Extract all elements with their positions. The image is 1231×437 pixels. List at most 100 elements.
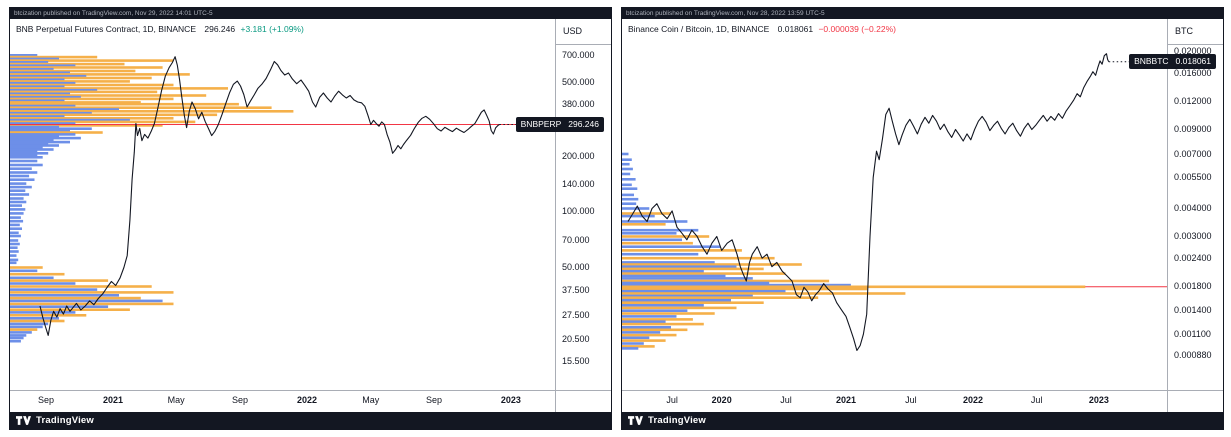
time-axis[interactable]: Sep 2021 May Sep 2022 May Sep 2023 <box>10 390 611 412</box>
chart-main: Binance Coin / Bitcoin, 1D, BINANCE 0.01… <box>622 19 1223 412</box>
chart-plot-area[interactable]: BNB Perpetual Futures Contract, 1D, BINA… <box>10 19 555 390</box>
volume-profile-bar <box>10 154 38 157</box>
price-chart-svg[interactable] <box>622 19 1167 390</box>
volume-profile-bar <box>10 131 103 134</box>
price-tag-symbol: BNBPERP <box>520 119 562 129</box>
volume-profile-bar <box>10 78 65 81</box>
volume-profile-bar <box>10 62 125 66</box>
volume-profile-bar <box>10 269 38 273</box>
volume-profile-bar <box>10 150 38 153</box>
price-chart-svg[interactable] <box>10 19 555 390</box>
volume-profile-bar <box>622 249 742 252</box>
legend-title[interactable]: BNB Perpetual Futures Contract, 1D, BINA… <box>16 24 196 34</box>
legend-title[interactable]: Binance Coin / Bitcoin, 1D, BINANCE <box>628 24 770 34</box>
price-axis-label: 0.016000 <box>1174 68 1212 78</box>
price-tag-price: 0.018061 <box>1175 56 1211 67</box>
volume-profile-bar <box>10 55 98 59</box>
axis-currency-label: USD <box>556 19 611 45</box>
price-tag-symbol: BNBBTC <box>1134 56 1169 67</box>
volume-profile-bar <box>10 140 70 144</box>
publish-bar: btcization published on TradingView.com,… <box>10 8 611 19</box>
volume-profile-bar <box>622 289 786 293</box>
volume-profile-bar <box>10 120 196 124</box>
volume-profile-bar <box>622 281 770 285</box>
volume-profile-bar <box>622 187 638 190</box>
price-axis-label: 0.003000 <box>1174 231 1212 241</box>
volume-profile-bar <box>622 202 637 205</box>
volume-profile-bar <box>10 279 109 282</box>
volume-profile-bar <box>622 235 710 238</box>
volume-profile-bar <box>10 182 27 185</box>
volume-profile-bar <box>10 144 59 147</box>
volume-profile-bar <box>10 200 27 204</box>
time-axis-label: Sep <box>37 395 55 405</box>
price-axis[interactable]: BTC 0.020000 0.016000 0.012000 0.009000 0.00… <box>1167 19 1223 390</box>
volume-profile-bar <box>10 102 239 106</box>
volume-profile-bar <box>10 69 136 73</box>
price-axis-label: 27.500 <box>562 310 590 321</box>
volume-profile-bar <box>10 331 32 334</box>
volume-profile-bar <box>622 306 737 310</box>
volume-profile-bar <box>622 292 906 295</box>
axis-corner <box>1167 391 1223 412</box>
volume-profile-bar <box>10 80 130 83</box>
tradingview-logo-icon <box>16 416 31 425</box>
time-axis-label: Jul <box>1030 395 1043 405</box>
volume-profile-bar <box>10 122 76 125</box>
time-axis-label: Jul <box>905 395 917 405</box>
price-series-line <box>627 53 1110 352</box>
volume-profile-bar <box>10 276 54 280</box>
volume-profile-bar <box>622 331 661 334</box>
volume-profile-bar <box>10 142 49 146</box>
legend-price: 0.018061 <box>777 24 814 34</box>
time-axis[interactable]: Jul 2020 Jul 2021 Jul 2022 Jul 2023 <box>622 390 1223 412</box>
volume-profile-bar <box>622 172 631 176</box>
time-axis-label: 2023 <box>1088 395 1109 405</box>
volume-profile-bar <box>10 127 92 130</box>
chart-plot-area[interactable]: Binance Coin / Bitcoin, 1D, BINANCE 0.01… <box>622 19 1167 390</box>
volume-profile-bar <box>622 287 868 291</box>
volume-profile-bar <box>10 174 30 178</box>
last-price-tag: BNBPERP 296.246 <box>515 117 604 132</box>
price-axis-label: 0.002400 <box>1174 252 1212 263</box>
volume-profile-bar <box>622 228 699 232</box>
price-axis[interactable]: USD 700.000500.000380.000280.000200.0001… <box>555 19 611 390</box>
volume-profile-bar <box>10 108 119 111</box>
time-axis-label: 2022 <box>296 395 318 405</box>
volume-profile-bar <box>622 333 677 337</box>
price-tag-price: 296.246 <box>568 119 599 129</box>
symbol-legend[interactable]: Binance Coin / Bitcoin, 1D, BINANCE 0.01… <box>628 24 896 34</box>
price-axis-label: 0.004000 <box>1174 203 1212 213</box>
price-axis-label: 37.500 <box>562 285 590 296</box>
volume-profile-bar <box>10 305 109 308</box>
volume-profile-bar <box>10 133 76 136</box>
volume-profile-bar <box>10 171 38 174</box>
volume-profile-bar <box>10 124 163 127</box>
volume-profile-bar <box>10 95 81 99</box>
volume-profile-bar <box>622 347 639 350</box>
volume-profile-bar <box>622 214 655 218</box>
chart-panel-bnbbtc: btcization published on TradingView.com,… <box>621 7 1224 430</box>
price-axis-label: 0.012000 <box>1174 96 1212 106</box>
time-axis-label: Sep <box>425 395 443 405</box>
volume-profile-bar <box>622 318 693 321</box>
volume-profile-bar <box>10 246 18 249</box>
volume-profile-bar <box>622 283 851 287</box>
volume-profile-bar <box>622 267 764 271</box>
time-axis-label: 2021 <box>835 395 857 405</box>
price-axis-label: 70.000 <box>562 235 590 245</box>
publish-text: btcization published on TradingView.com,… <box>626 10 825 17</box>
price-axis-label: 0.001800 <box>1174 280 1212 291</box>
volume-profile-bar <box>622 342 644 345</box>
volume-profile-bar <box>10 204 22 207</box>
volume-profile-bar <box>622 167 633 171</box>
volume-profile-bar <box>10 167 32 170</box>
symbol-legend[interactable]: BNB Perpetual Futures Contract, 1D, BINA… <box>16 24 304 34</box>
volume-profile-bar <box>10 299 163 303</box>
volume-profile-bar <box>10 90 158 94</box>
volume-profile-bar <box>622 178 636 181</box>
price-axis-label: 0.020000 <box>1174 46 1212 57</box>
volume-profile-bar <box>622 345 655 348</box>
price-axis-labels: 0.020000 0.016000 0.012000 0.009000 0.007000… <box>1168 19 1223 390</box>
volume-profile-bar <box>10 291 174 294</box>
